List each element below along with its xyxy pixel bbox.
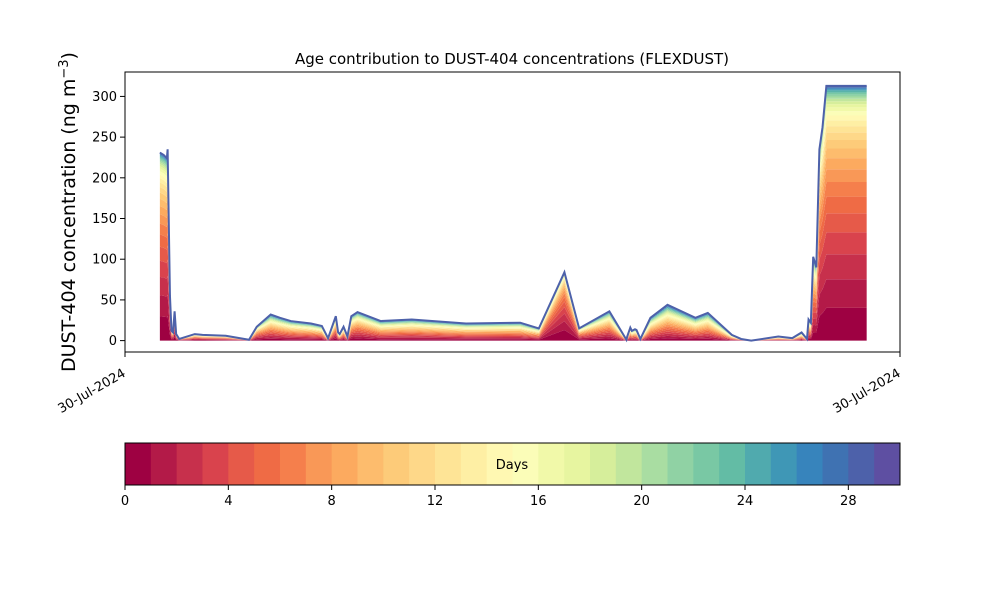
age-day-8-area xyxy=(159,158,867,341)
age-day-21-area xyxy=(159,94,867,341)
colorbar-segment xyxy=(564,443,591,485)
colorbar-tick-label: 24 xyxy=(737,494,754,509)
y-axis-ticks: 0 50 100 150 200 250 300 xyxy=(92,90,125,349)
colorbar-segment xyxy=(848,443,875,485)
colorbar-segment xyxy=(460,443,488,485)
colorbar-segment xyxy=(770,443,798,485)
age-day-28-area xyxy=(159,86,867,341)
y-axis-label-exponent: −3 xyxy=(57,59,72,78)
colorbar-tick-label: 20 xyxy=(633,494,650,509)
colorbar-tick-label: 0 xyxy=(121,494,129,509)
age-day-13-area xyxy=(159,120,867,341)
age-day-18-area xyxy=(159,101,867,341)
age-day-16-area xyxy=(159,107,867,341)
y-tick-label: 200 xyxy=(92,171,117,186)
age-day-29-area xyxy=(159,85,867,341)
y-tick-label: 300 xyxy=(92,90,117,105)
age-day-17-area xyxy=(159,104,867,341)
age-day-23-area xyxy=(159,91,867,341)
colorbar-segment xyxy=(357,443,384,485)
age-day-11-area xyxy=(159,132,867,341)
colorbar-segment xyxy=(874,443,901,485)
colorbar-segment xyxy=(409,443,436,485)
colorbar-segment xyxy=(254,443,281,485)
age-day-6-area xyxy=(159,182,867,341)
age-day-27-area xyxy=(159,87,867,341)
y-axis-label-text: DUST-404 concentration (ng m xyxy=(58,79,80,372)
y-axis-label-close: ) xyxy=(58,52,80,59)
age-day-12-area xyxy=(159,126,867,341)
age-day-22-area xyxy=(159,92,867,341)
colorbar-segment xyxy=(150,443,178,485)
x-tick-label-end: 30-Jul-2024 xyxy=(831,366,904,417)
colorbar-segment xyxy=(125,443,152,485)
colorbar-segment xyxy=(590,443,617,485)
colorbar-segment xyxy=(176,443,203,485)
colorbar-segment xyxy=(719,443,746,485)
colorbar-tick-label: 16 xyxy=(530,494,547,509)
plot-frame xyxy=(124,71,901,353)
age-day-20-area xyxy=(159,96,867,341)
colorbar-segment xyxy=(331,443,358,485)
age-day-10-area xyxy=(159,139,867,341)
colorbar-segment xyxy=(745,443,772,485)
colorbar-segment xyxy=(641,443,668,485)
colorbar-segment xyxy=(435,443,462,485)
colorbar-tick-label: 4 xyxy=(224,494,232,509)
y-tick-label: 150 xyxy=(92,212,117,227)
colorbar-segment xyxy=(538,443,565,485)
colorbar-segment xyxy=(822,443,849,485)
y-axis-label: DUST-404 concentration (ng m−3) xyxy=(57,52,80,372)
stacked-area-series xyxy=(159,85,867,341)
colorbar-tick-label: 28 xyxy=(840,494,857,509)
x-tick-label-start: 30-Jul-2024 xyxy=(56,366,129,417)
colorbar-segment xyxy=(305,443,333,485)
colorbar-tick-label: 8 xyxy=(328,494,336,509)
colorbar-label: Days xyxy=(496,458,529,473)
y-tick-label: 0 xyxy=(109,334,117,349)
age-day-15-area xyxy=(159,111,867,341)
y-tick-label: 50 xyxy=(100,293,117,308)
age-day-26-area xyxy=(159,88,867,341)
colorbar-segment xyxy=(228,443,255,485)
colorbar-segment xyxy=(280,443,307,485)
y-tick-label: 250 xyxy=(92,131,117,146)
colorbar-segment xyxy=(512,443,539,485)
age-day-7-area xyxy=(159,169,867,341)
colorbar-tick-label: 12 xyxy=(427,494,444,509)
colorbar-ticks: 0 4 8 12 16 20 24 28 xyxy=(121,485,857,509)
age-day-9-area xyxy=(159,148,867,341)
age-day-14-area xyxy=(159,115,867,341)
colorbar-segment xyxy=(667,443,694,485)
y-tick-label: 100 xyxy=(92,253,117,268)
colorbar-segment xyxy=(486,443,513,485)
age-day-19-area xyxy=(159,98,867,341)
colorbar-segment xyxy=(693,443,720,485)
colorbar-segment xyxy=(796,443,823,485)
colorbar xyxy=(125,443,901,485)
colorbar-segment xyxy=(383,443,410,485)
colorbar-segment xyxy=(202,443,229,485)
total-concentration-outline xyxy=(159,84,867,343)
age-day-24-area xyxy=(159,90,867,341)
age-day-25-area xyxy=(159,89,867,341)
chart-title: Age contribution to DUST-404 concentrati… xyxy=(295,50,729,68)
colorbar-segment xyxy=(615,443,643,485)
colorbar-frame xyxy=(124,442,901,486)
